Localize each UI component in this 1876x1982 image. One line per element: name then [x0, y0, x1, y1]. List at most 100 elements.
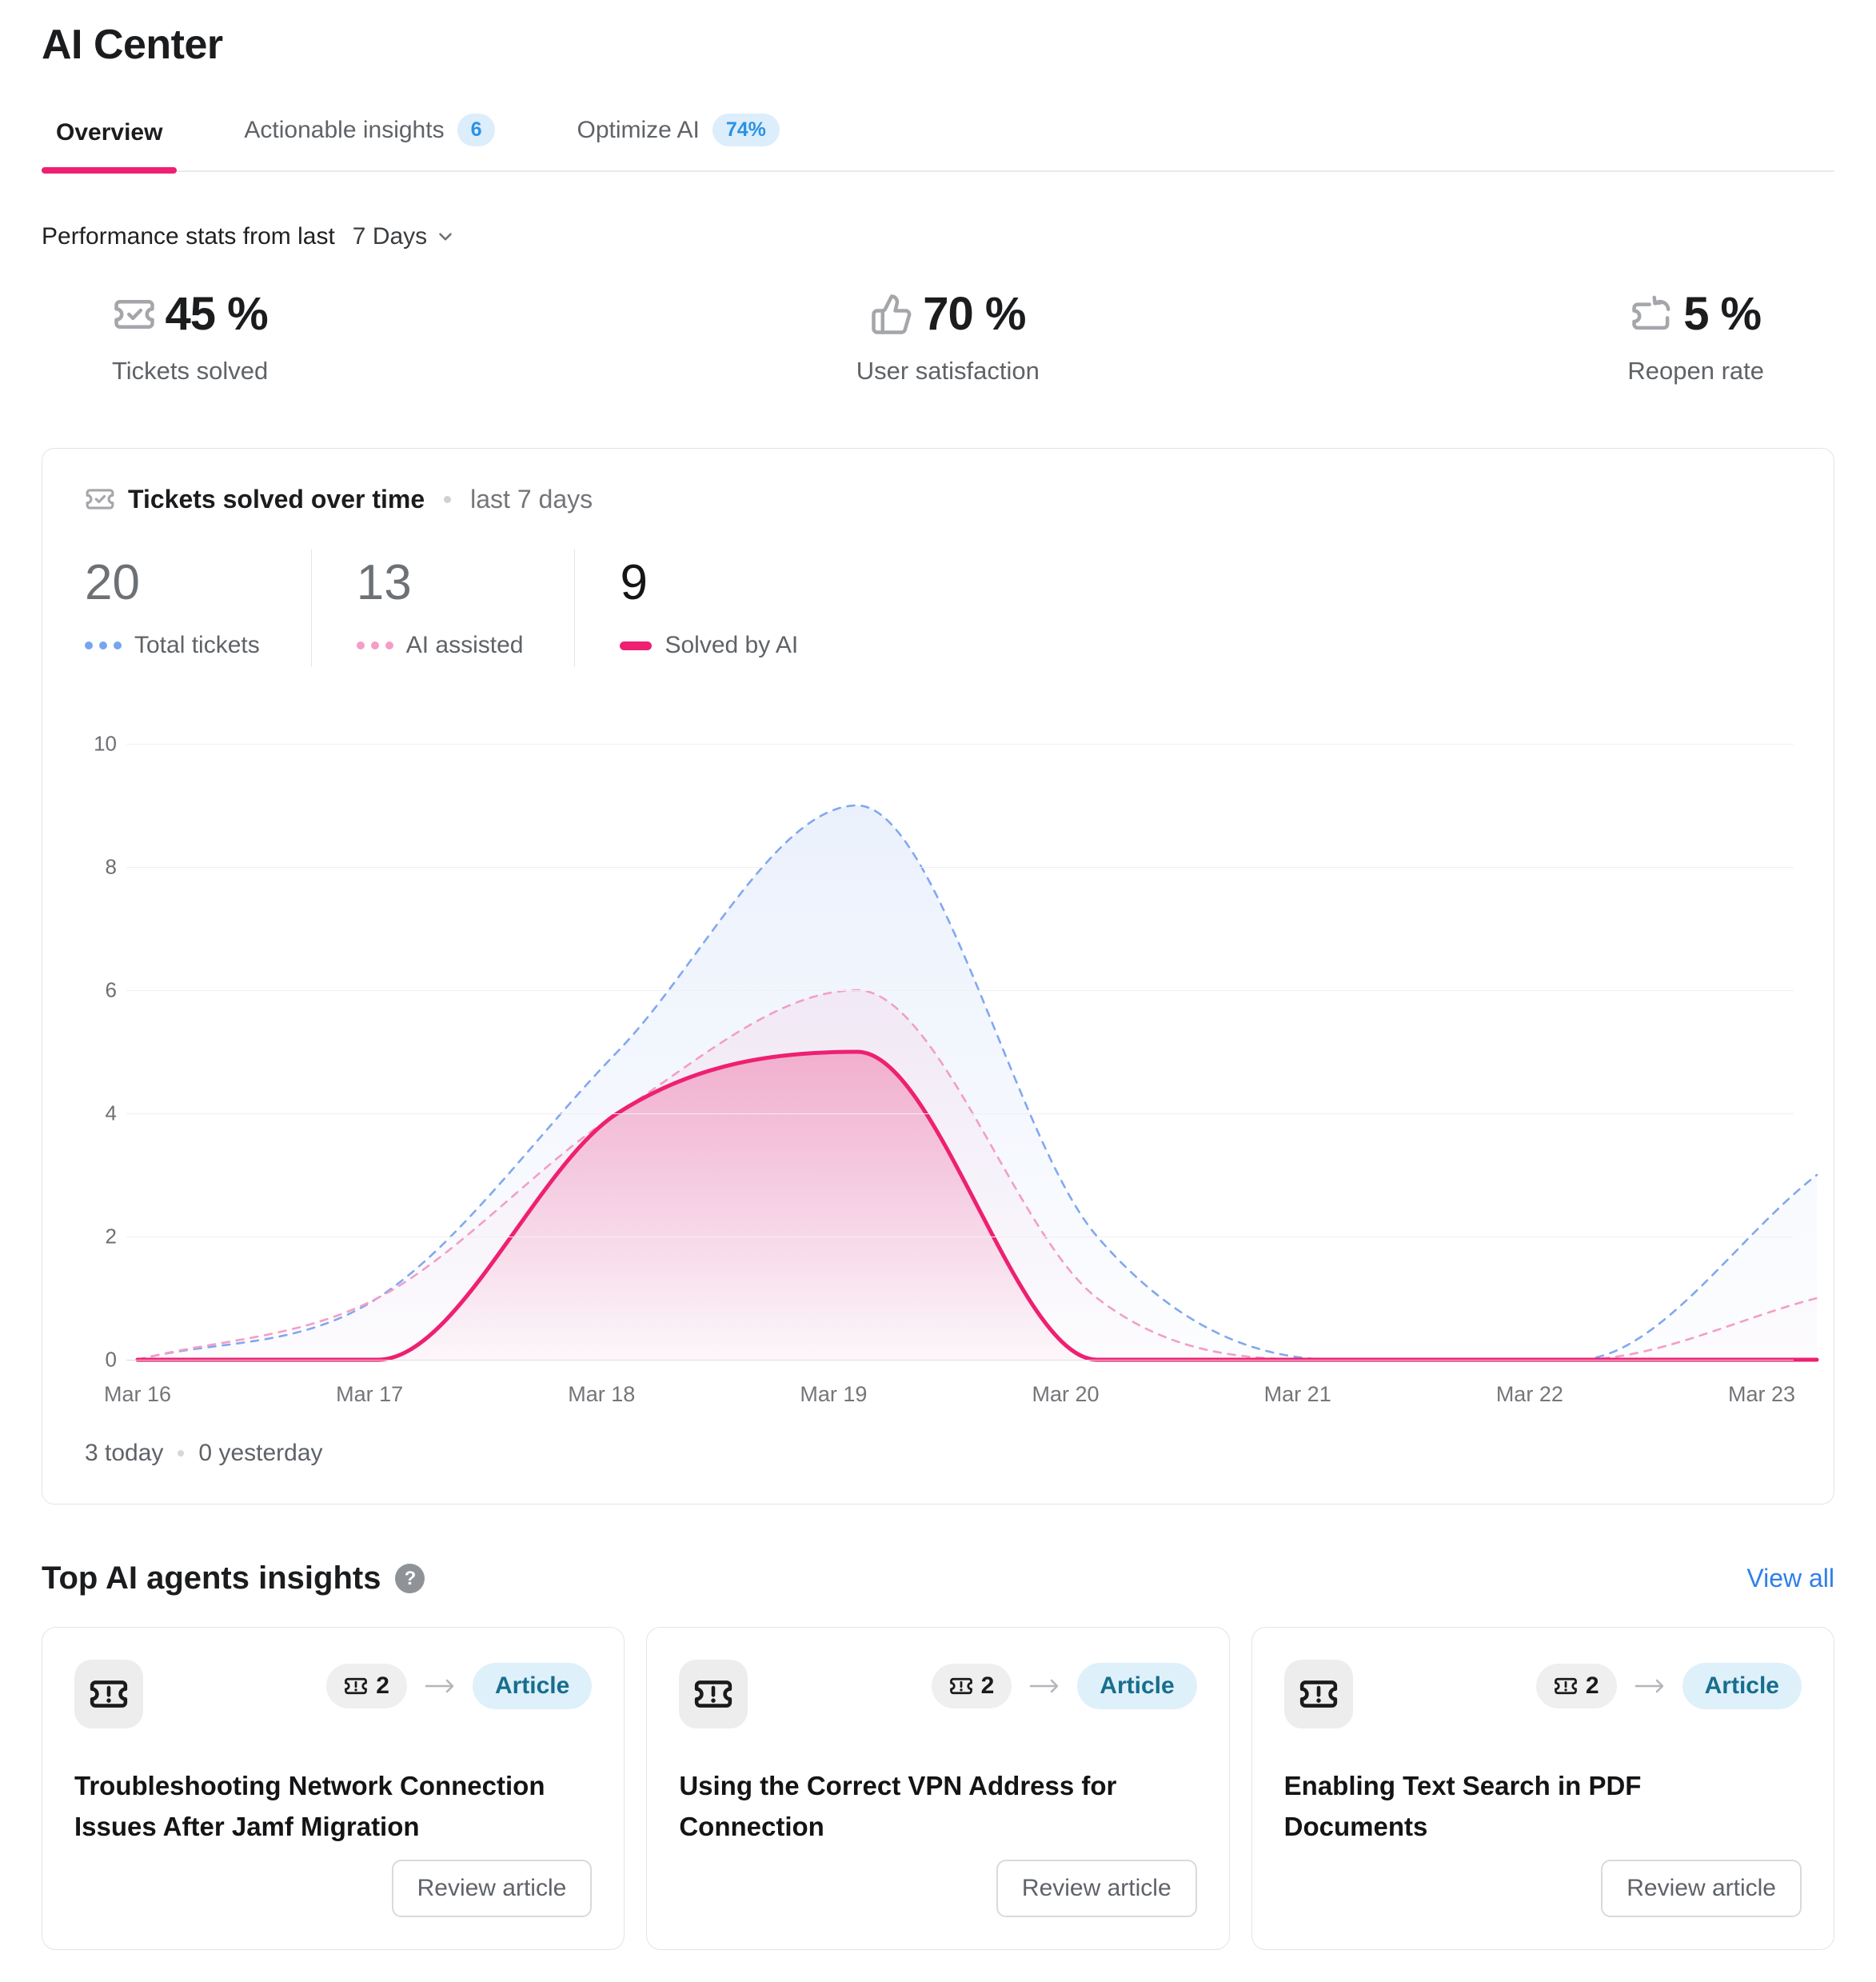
article-tag: Article: [1077, 1663, 1197, 1709]
ticket-alert-icon: [344, 1674, 368, 1698]
total-tickets-label: Total tickets: [134, 632, 260, 658]
icon-tile: [1283, 1660, 1353, 1728]
insights-header: Top AI agents insights ? View all: [42, 1560, 1834, 1596]
arrow-right-icon: [1028, 1676, 1061, 1696]
tickets-area-chart: [135, 804, 1819, 1362]
y-tick-label: 4: [105, 1101, 117, 1125]
metric-ai-assisted: 13 AI assisted: [356, 549, 576, 667]
chart-footer: 3 today 0 yesterday: [85, 1440, 1794, 1467]
insights-title: Top AI agents insights: [42, 1560, 381, 1596]
ticket-count-pill: 2: [1535, 1664, 1617, 1708]
chart-card-header: Tickets solved over time last 7 days: [85, 484, 1794, 514]
chart-plot: Mar 16 Mar 17 Mar 18 Mar 19 Mar 20 Mar 21 Mar …: [85, 732, 1819, 1406]
y-tick-label: 10: [94, 731, 117, 756]
arrow-right-icon: [423, 1676, 457, 1696]
chevron-down-icon: [435, 226, 456, 247]
actionable-insights-badge: 6: [457, 114, 496, 146]
view-all-link[interactable]: View all: [1746, 1564, 1834, 1592]
y-tick-label: 0: [105, 1347, 117, 1372]
optimize-ai-badge: 74%: [712, 114, 780, 146]
ticket-count-pill: 2: [931, 1664, 1012, 1708]
icon-tile: [74, 1660, 143, 1728]
ticket-count: 2: [980, 1672, 995, 1699]
y-tick-label: 6: [105, 977, 117, 1002]
tab-optimize-ai-label: Optimize AI: [577, 116, 700, 143]
tab-actionable-insights-label: Actionable insights: [244, 116, 445, 143]
x-tick-label: Mar 21: [1263, 1382, 1331, 1406]
tab-optimize-ai[interactable]: Optimize AI 74%: [562, 114, 793, 170]
gridline-y-0: [126, 1360, 1794, 1361]
chart-metrics-row: 20 Total tickets 13 AI assisted 9 Solved…: [85, 549, 1794, 667]
date-range-value: 7 Days: [352, 223, 428, 250]
metric-total-tickets: 20 Total tickets: [85, 549, 312, 667]
icon-tile: [679, 1660, 748, 1728]
y-tick-label: 8: [105, 854, 117, 879]
tab-actionable-insights[interactable]: Actionable insights 6: [230, 114, 509, 170]
ticket-check-icon: [113, 293, 156, 336]
ticket-alert-icon: [949, 1674, 973, 1698]
article-tag-label: Article: [494, 1672, 570, 1699]
y-tick-label: 2: [105, 1224, 117, 1249]
review-article-button[interactable]: Review article: [1601, 1860, 1802, 1917]
x-tick-label: Mar 16: [103, 1382, 172, 1406]
tab-bar: Overview Actionable insights 6 Optimize …: [42, 114, 1834, 174]
ticket-count: 2: [376, 1672, 389, 1699]
tickets-solved-value: 45 %: [165, 288, 269, 340]
article-tag-label: Article: [1100, 1672, 1175, 1699]
question-icon[interactable]: ?: [395, 1564, 425, 1593]
x-tick-label: Mar 22: [1495, 1382, 1563, 1406]
ticket-alert-icon: [693, 1674, 733, 1714]
insight-card-vpn-address: 2 Article Using the Correct VPN Address …: [646, 1627, 1230, 1950]
x-tick-label: Mar 23: [1727, 1382, 1796, 1406]
chart-card-subtitle: last 7 days: [470, 484, 593, 513]
solved-by-ai-label: Solved by AI: [665, 632, 799, 658]
gridline-y-6: [126, 990, 1794, 991]
reopen-rate-label: Reopen rate: [1627, 357, 1764, 385]
stat-tickets-solved: 45 % Tickets solved: [112, 287, 269, 386]
performance-stats-label: Performance stats from last: [42, 223, 335, 250]
ticket-alert-icon: [1299, 1674, 1339, 1714]
insight-card-title: Troubleshooting Network Connection Issue…: [74, 1771, 545, 1842]
x-axis-labels: Mar 16 Mar 17 Mar 18 Mar 19 Mar 20 Mar 21 Mar …: [104, 1382, 1795, 1414]
x-tick-label: Mar 20: [1032, 1382, 1100, 1406]
ticket-count-pill: 2: [326, 1664, 407, 1708]
stat-reopen-rate: 5 % Reopen rate: [1627, 287, 1764, 386]
user-satisfaction-label: User satisfaction: [856, 357, 1040, 385]
dot-separator: [178, 1450, 185, 1457]
chart-card-title: Tickets solved over time: [128, 484, 425, 513]
tab-overview-label: Overview: [56, 119, 163, 146]
tickets-over-time-card: Tickets solved over time last 7 days 20 …: [42, 448, 1834, 1504]
article-tag-label: Article: [1704, 1672, 1779, 1699]
thumbs-up-icon: [870, 293, 913, 336]
kpi-stats-row: 45 % Tickets solved 70 % User satisfacti…: [42, 287, 1834, 386]
tab-overview[interactable]: Overview: [42, 119, 178, 174]
ticket-count: 2: [1585, 1672, 1599, 1699]
x-tick-label: Mar 19: [800, 1382, 868, 1406]
insight-card-title: Using the Correct VPN Address for Connec…: [679, 1771, 1117, 1842]
article-tag: Article: [472, 1663, 593, 1709]
review-article-button[interactable]: Review article: [391, 1860, 593, 1917]
ticket-check-icon: [85, 484, 115, 514]
date-range-dropdown[interactable]: 7 Days: [353, 223, 456, 250]
gridline-y-8: [126, 867, 1794, 868]
solved-by-ai-value: 9: [620, 555, 648, 610]
stat-user-satisfaction: 70 % User satisfaction: [856, 287, 1040, 386]
page-title: AI Center: [42, 22, 223, 68]
pink-dotted-marker: [356, 641, 393, 649]
ai-assisted-label: AI assisted: [405, 632, 524, 658]
metric-solved-by-ai: 9 Solved by AI: [620, 549, 849, 667]
review-article-button[interactable]: Review article: [996, 1860, 1197, 1917]
article-tag: Article: [1682, 1663, 1802, 1709]
total-tickets-value: 20: [85, 555, 140, 610]
x-tick-label: Mar 18: [568, 1382, 636, 1406]
arrow-right-icon: [1633, 1676, 1666, 1696]
insight-card-pdf-search: 2 Article Enabling Text Search in PDF Do…: [1251, 1627, 1834, 1950]
gridline-y-4: [126, 1113, 1794, 1114]
tickets-solved-label: Tickets solved: [112, 357, 269, 385]
x-tick-label: Mar 17: [336, 1382, 404, 1406]
ticket-alert-icon: [1554, 1674, 1578, 1698]
ai-assisted-value: 13: [356, 555, 412, 610]
insight-card-title: Enabling Text Search in PDF Documents: [1283, 1771, 1642, 1842]
dot-separator: [444, 495, 452, 503]
insight-card-jamf-migration: 2 Article Troubleshooting Network Connec…: [42, 1627, 625, 1950]
